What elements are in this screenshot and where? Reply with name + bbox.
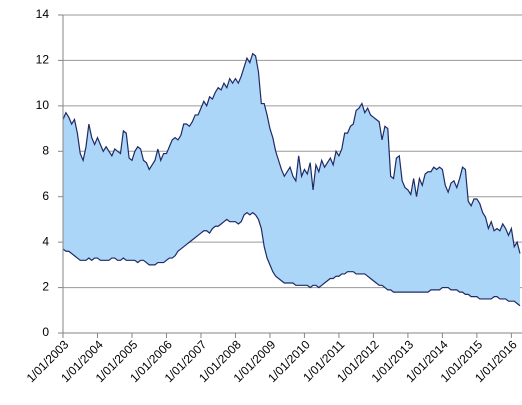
y-tick-label: 12 <box>36 53 50 67</box>
y-tick-label: 6 <box>42 189 49 203</box>
y-tick-label: 4 <box>42 234 49 248</box>
y-tick-label: 8 <box>42 143 49 157</box>
y-tick-label: 14 <box>36 7 50 21</box>
range-fill <box>63 53 520 306</box>
series-line <box>62 52 521 254</box>
y-tick-label: 0 <box>42 325 49 339</box>
y-tick-label: 10 <box>36 98 50 112</box>
series-line <box>62 211 521 307</box>
y-tick-label: 2 <box>42 280 49 294</box>
